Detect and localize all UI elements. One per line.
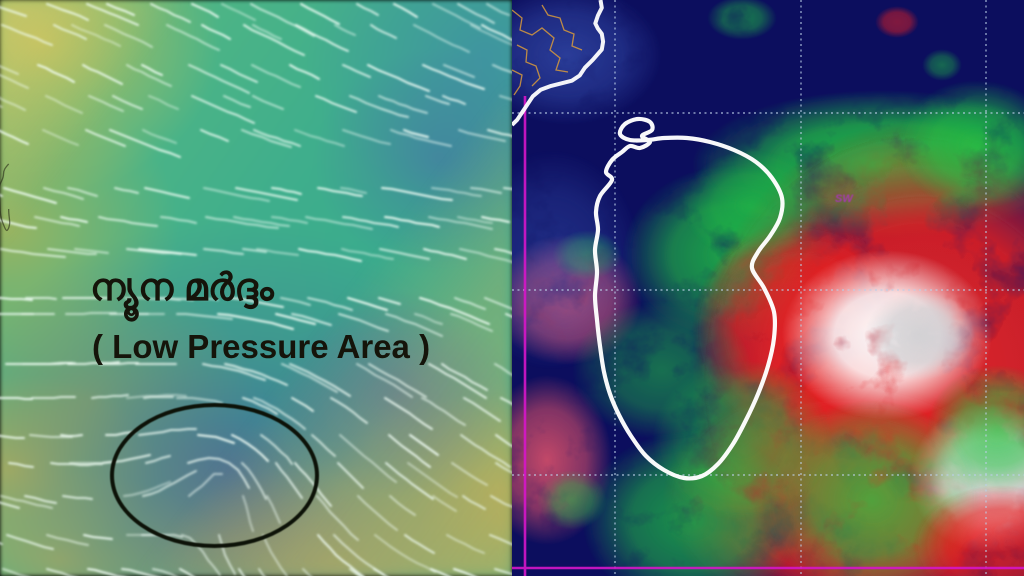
- svg-text:SW: SW: [835, 193, 854, 205]
